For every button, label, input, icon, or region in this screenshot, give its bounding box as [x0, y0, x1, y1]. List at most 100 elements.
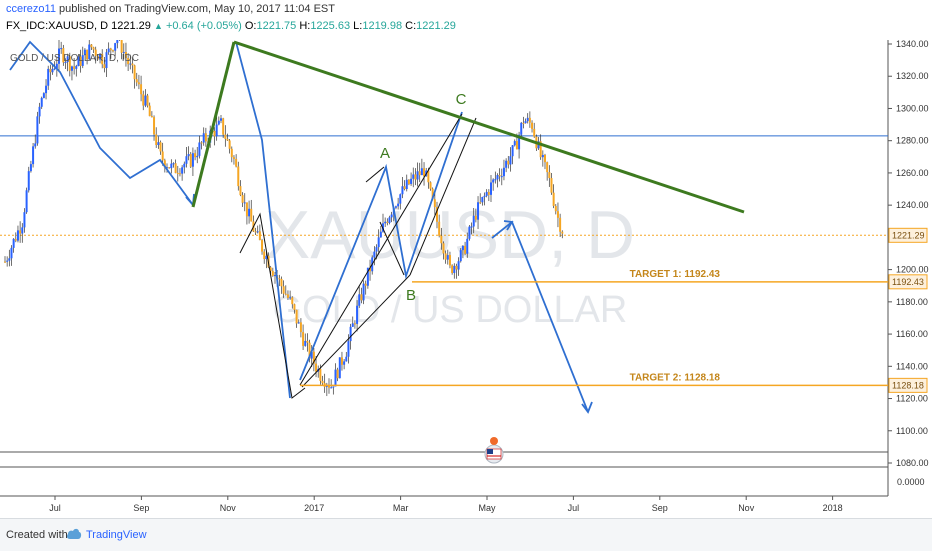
candle-body — [64, 62, 67, 64]
candle-body — [88, 44, 91, 60]
candle-body — [274, 275, 276, 277]
candle-body — [14, 238, 17, 241]
candle-body — [153, 117, 156, 135]
price-chart[interactable]: XAUUSD, D GOLD / US DOLLAR A B C TARGET … — [0, 40, 932, 518]
publish-text: published on TradingView.com, May 10, 20… — [59, 3, 335, 15]
candle-body — [21, 227, 24, 234]
candle-body — [433, 199, 436, 208]
candle-body — [191, 153, 194, 167]
candle-body — [474, 215, 477, 220]
candle-body — [34, 143, 37, 147]
candle-body — [237, 166, 240, 187]
candle-body — [235, 158, 238, 167]
candle-body — [269, 267, 272, 271]
green-leg-up[interactable] — [191, 41, 236, 208]
time-axis[interactable]: Jul Sep Nov 2017 Mar May Jul Sep Nov 2018 — [49, 496, 843, 513]
price-axis[interactable]: 1340.00 1320.00 1300.00 1280.00 1260.00 1240.… — [888, 40, 929, 468]
x-tick-label: Sep — [652, 503, 668, 513]
candle-body — [351, 323, 354, 327]
candle-body — [81, 55, 84, 66]
wave-label-c: C — [456, 91, 467, 108]
wave-arrow-1[interactable] — [9, 40, 194, 206]
candle-body — [241, 195, 244, 203]
tradingview-brand-link[interactable]: TradingView — [86, 529, 147, 541]
y-tick-label: 1120.00 — [896, 394, 928, 404]
candle-body — [239, 186, 242, 196]
candle-body — [92, 47, 95, 50]
wave-label-a: A — [380, 145, 390, 162]
last-price: 1221.29 — [111, 20, 151, 32]
publish-line: ccerezo11 published on TradingView.com, … — [6, 3, 335, 15]
candle-body — [204, 133, 207, 142]
candle-body — [405, 179, 408, 190]
candle-body — [163, 160, 166, 168]
wave-arrow-3[interactable] — [299, 111, 463, 381]
candle-body — [159, 142, 162, 152]
candle-body — [312, 351, 315, 364]
candle-body — [306, 340, 309, 343]
low-value: 1219.98 — [362, 20, 403, 32]
candle-body — [377, 237, 380, 248]
candle-body — [423, 168, 426, 177]
candle-body — [310, 351, 313, 359]
candle-body — [144, 95, 147, 106]
candle-body — [451, 265, 454, 273]
candle-body — [271, 270, 274, 276]
wave-drawings[interactable] — [9, 40, 745, 414]
target-2-label: TARGET 2: 1128.18 — [630, 372, 721, 383]
candle-body — [364, 283, 367, 286]
candle-body — [228, 140, 231, 149]
green-trendline[interactable] — [233, 40, 745, 214]
y-tick-label: 1300.00 — [896, 103, 929, 113]
close-label: C: — [405, 20, 417, 32]
x-tick-label: Mar — [393, 503, 409, 513]
candle-body — [73, 66, 76, 69]
candle-body — [546, 162, 549, 173]
arrowhead-forecast — [581, 401, 593, 414]
candle-body — [6, 260, 9, 262]
candle-body — [539, 141, 542, 158]
candle-body — [245, 202, 248, 217]
candle-body — [444, 253, 447, 260]
candle-body — [86, 49, 89, 60]
candle-body — [40, 97, 43, 107]
candle-body — [509, 156, 512, 165]
candle-body — [403, 186, 406, 190]
candle-body — [559, 217, 562, 232]
candle-body — [19, 230, 22, 234]
x-tick-label: Nov — [220, 503, 237, 513]
candle-body — [166, 167, 168, 169]
triangle-pattern-2 — [299, 113, 463, 386]
candle-body — [502, 167, 505, 177]
svg-text:1128.18: 1128.18 — [892, 380, 924, 390]
candle-body — [487, 191, 490, 195]
y-tick-label: 1100.00 — [896, 426, 928, 436]
triangle-pattern-6 — [379, 221, 405, 276]
x-tick-label: Sep — [133, 503, 149, 513]
author-link[interactable]: ccerezo11 — [6, 3, 56, 15]
candle-body — [366, 267, 369, 286]
candle-body — [533, 128, 536, 137]
candle-body — [70, 66, 73, 71]
candle-body — [127, 58, 130, 65]
candle-body — [45, 85, 48, 94]
candle-body — [384, 221, 387, 224]
candle-body — [481, 197, 484, 203]
candle-body — [336, 369, 339, 379]
candle-body — [29, 164, 32, 172]
candle-body — [308, 342, 311, 359]
candle-body — [60, 48, 63, 50]
candle-body — [375, 247, 378, 252]
candle-body — [518, 134, 521, 150]
y-tick-label: 1280.00 — [896, 136, 929, 146]
candle-body — [440, 235, 443, 244]
candle-body — [16, 230, 19, 241]
candle-body — [243, 202, 246, 204]
candle-body — [77, 56, 80, 67]
candle-body — [390, 214, 393, 218]
flag-event-icon[interactable] — [484, 437, 504, 464]
watermark-name: GOLD / US DOLLAR — [273, 289, 628, 331]
candle-body — [178, 173, 181, 175]
wave-arrow-2[interactable] — [235, 41, 291, 399]
candle-body — [155, 134, 158, 145]
